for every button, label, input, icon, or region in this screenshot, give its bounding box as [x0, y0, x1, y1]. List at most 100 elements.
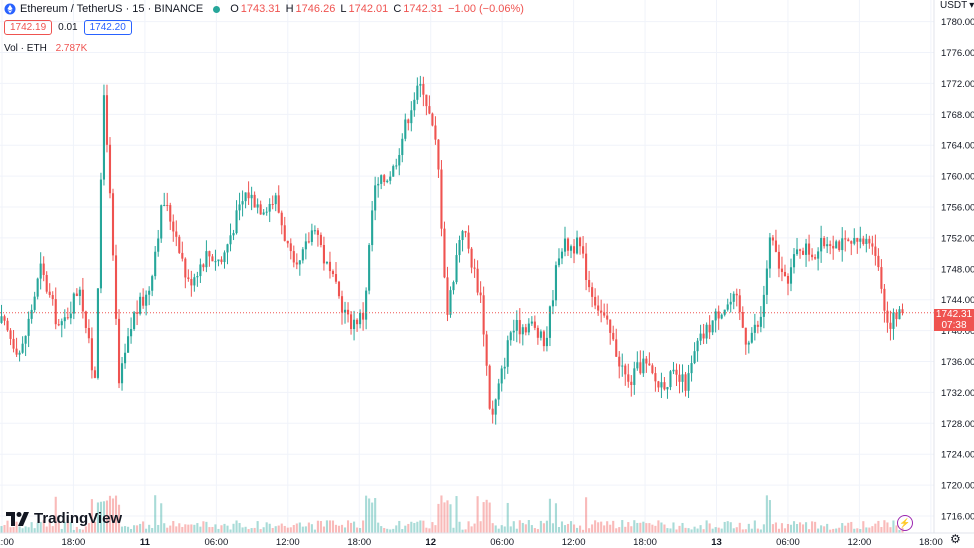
candle-body[interactable]: [425, 94, 428, 107]
candle-body[interactable]: [856, 237, 859, 242]
candle-body[interactable]: [196, 276, 199, 278]
candle-body[interactable]: [536, 327, 539, 338]
candle-body[interactable]: [497, 383, 500, 400]
candle-body[interactable]: [383, 175, 386, 183]
candle-body[interactable]: [368, 245, 371, 291]
candle-body[interactable]: [102, 95, 106, 180]
candle-body[interactable]: [301, 249, 304, 261]
candle-body[interactable]: [295, 262, 298, 265]
candle-body[interactable]: [130, 329, 133, 337]
candle-body[interactable]: [503, 366, 506, 369]
candle-body[interactable]: [542, 331, 545, 347]
candle-body[interactable]: [624, 365, 627, 375]
candle-body[interactable]: [262, 212, 265, 215]
candle-body[interactable]: [428, 106, 431, 114]
candle-body[interactable]: [759, 316, 762, 327]
candle-body[interactable]: [337, 281, 341, 297]
candle-body[interactable]: [54, 299, 57, 325]
candle-body[interactable]: [328, 261, 332, 272]
candle-body[interactable]: [30, 309, 33, 319]
candle-body[interactable]: [39, 263, 42, 279]
candle-body[interactable]: [422, 84, 425, 95]
candle-body[interactable]: [241, 201, 244, 205]
candle-body[interactable]: [45, 274, 48, 292]
candle-body[interactable]: [717, 311, 720, 319]
candle-body[interactable]: [407, 119, 410, 124]
candle-body[interactable]: [283, 225, 286, 241]
candle-body[interactable]: [527, 323, 530, 333]
candle-body[interactable]: [362, 312, 365, 320]
candle-body[interactable]: [684, 374, 687, 391]
candle-body[interactable]: [880, 267, 883, 289]
volume-label[interactable]: Vol · ETH: [4, 43, 47, 54]
candle-body[interactable]: [81, 289, 84, 312]
candle-body[interactable]: [720, 314, 723, 319]
candle-body[interactable]: [738, 295, 741, 313]
candle-body[interactable]: [675, 369, 678, 375]
candle-body[interactable]: [392, 166, 395, 177]
candle-body[interactable]: [163, 204, 166, 206]
candle-body[interactable]: [606, 315, 609, 320]
candle-body[interactable]: [702, 333, 705, 339]
candle-body[interactable]: [892, 312, 895, 329]
candle-body[interactable]: [524, 327, 527, 333]
candle-body[interactable]: [729, 301, 732, 305]
candle-body[interactable]: [886, 310, 889, 323]
candle-body[interactable]: [452, 282, 455, 291]
candle-body[interactable]: [244, 192, 247, 202]
candle-body[interactable]: [401, 138, 404, 156]
candle-body[interactable]: [356, 319, 359, 325]
candle-body[interactable]: [398, 155, 401, 166]
candle-body[interactable]: [292, 251, 295, 263]
candle-body[interactable]: [744, 327, 747, 345]
candle-body[interactable]: [461, 231, 464, 241]
candle-body[interactable]: [768, 237, 771, 269]
candle-body[interactable]: [747, 342, 750, 345]
candle-body[interactable]: [820, 237, 823, 252]
candle-body[interactable]: [657, 381, 660, 388]
candle-body[interactable]: [139, 296, 142, 314]
candle-body[interactable]: [726, 304, 729, 310]
candle-body[interactable]: [470, 248, 473, 268]
candle-body[interactable]: [877, 255, 880, 268]
candle-body[interactable]: [783, 271, 787, 277]
candle-body[interactable]: [247, 192, 250, 199]
candle-body[interactable]: [316, 230, 319, 235]
candle-body[interactable]: [512, 330, 515, 333]
candle-body[interactable]: [551, 300, 555, 307]
candle-body[interactable]: [72, 293, 75, 314]
candle-body[interactable]: [151, 276, 154, 291]
candle-body[interactable]: [99, 179, 103, 289]
candle-body[interactable]: [289, 243, 292, 252]
candle-body[interactable]: [154, 251, 157, 277]
candle-body[interactable]: [232, 233, 235, 236]
candle-body[interactable]: [346, 309, 350, 315]
candle-body[interactable]: [437, 139, 440, 170]
candle-body[interactable]: [663, 382, 666, 390]
candle-body[interactable]: [148, 290, 151, 295]
candle-body[interactable]: [669, 371, 672, 388]
candle-body[interactable]: [93, 370, 96, 378]
candle-body[interactable]: [343, 309, 347, 313]
candle-body[interactable]: [786, 276, 790, 284]
candle-body[interactable]: [87, 327, 90, 339]
candle-body[interactable]: [723, 309, 726, 315]
candle-body[interactable]: [895, 312, 898, 320]
candle-body[interactable]: [690, 363, 693, 374]
candle-body[interactable]: [600, 310, 603, 313]
lightning-icon[interactable]: ⚡: [897, 515, 913, 531]
candle-body[interactable]: [627, 374, 630, 382]
candle-body[interactable]: [21, 343, 24, 353]
candle-body[interactable]: [322, 245, 325, 264]
candle-body[interactable]: [298, 260, 301, 265]
candle-body[interactable]: [410, 110, 413, 124]
candle-body[interactable]: [533, 321, 536, 328]
candle-body[interactable]: [105, 95, 109, 145]
candle-body[interactable]: [3, 316, 6, 321]
candle-body[interactable]: [172, 221, 175, 232]
candle-body[interactable]: [449, 290, 452, 315]
candle-body[interactable]: [277, 195, 280, 213]
candle-body[interactable]: [235, 210, 238, 234]
candle-body[interactable]: [817, 251, 820, 259]
